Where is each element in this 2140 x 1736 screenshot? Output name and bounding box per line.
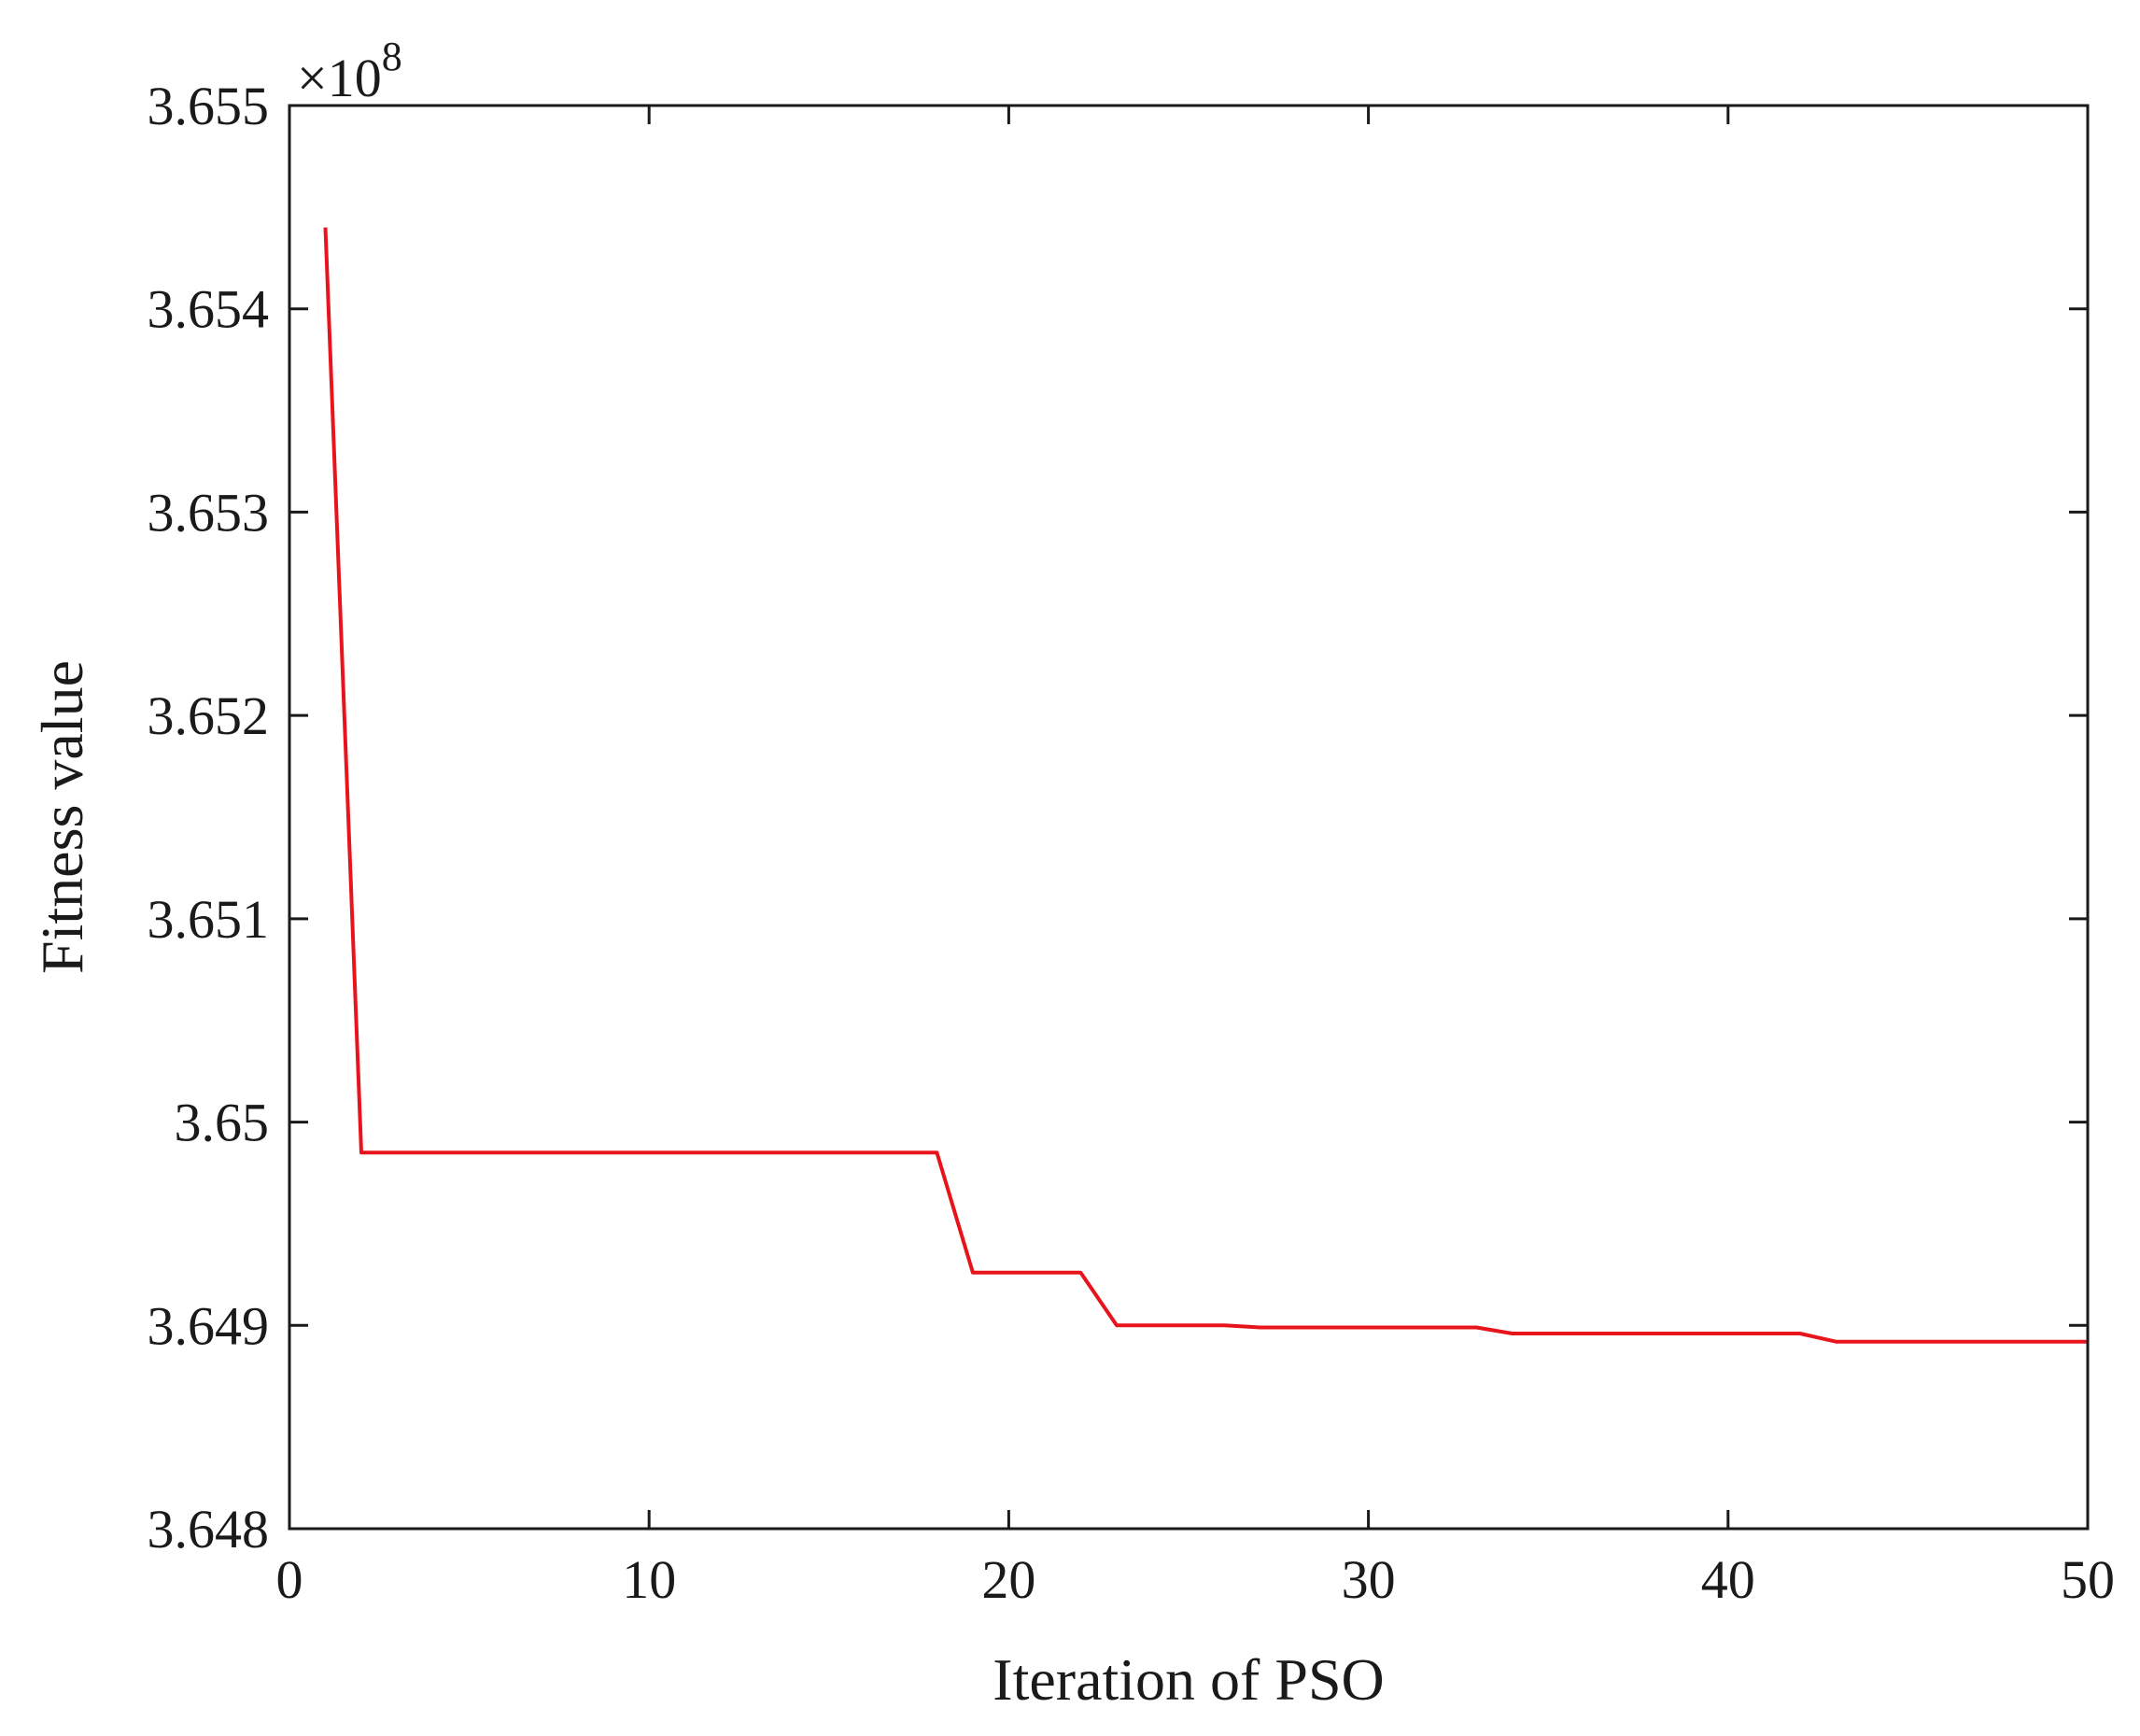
x-tick-label: 10 [622, 1549, 676, 1610]
y-tick-label: 3.652 [148, 685, 270, 746]
x-tick-label: 50 [2061, 1549, 2115, 1610]
y-tick-label: 3.654 [148, 279, 270, 340]
y-tick-label: 3.651 [148, 889, 270, 950]
y-tick-label: 3.649 [148, 1295, 270, 1356]
x-tick-label: 0 [276, 1549, 303, 1610]
y-tick-label: 3.648 [148, 1499, 270, 1560]
x-tick-label: 40 [1701, 1549, 1755, 1610]
y-multiplier-base: ×10 [297, 48, 382, 108]
labels-layer: 0 10 20 30 40 50 3.648 3.649 3.65 3.651 3.652 3.653… [148, 76, 2116, 1610]
y-tick-label: 3.65 [175, 1093, 270, 1153]
y-tick-label: 3.655 [148, 76, 270, 136]
x-axis-label: Iteration of PSO [993, 1646, 1385, 1713]
y-multiplier-exponent: 8 [382, 34, 402, 79]
series-layer [323, 227, 2088, 1344]
x-tick-label: 30 [1342, 1549, 1396, 1610]
plot-background [289, 106, 2088, 1529]
x-tick-label: 20 [981, 1549, 1035, 1610]
y-tick-label: 3.653 [148, 482, 270, 543]
plot-frame [288, 104, 2090, 1531]
series-line-0 [323, 227, 2088, 1344]
y-multiplier: ×108 [297, 34, 402, 108]
y-axis-label: Fitness value [29, 660, 95, 974]
